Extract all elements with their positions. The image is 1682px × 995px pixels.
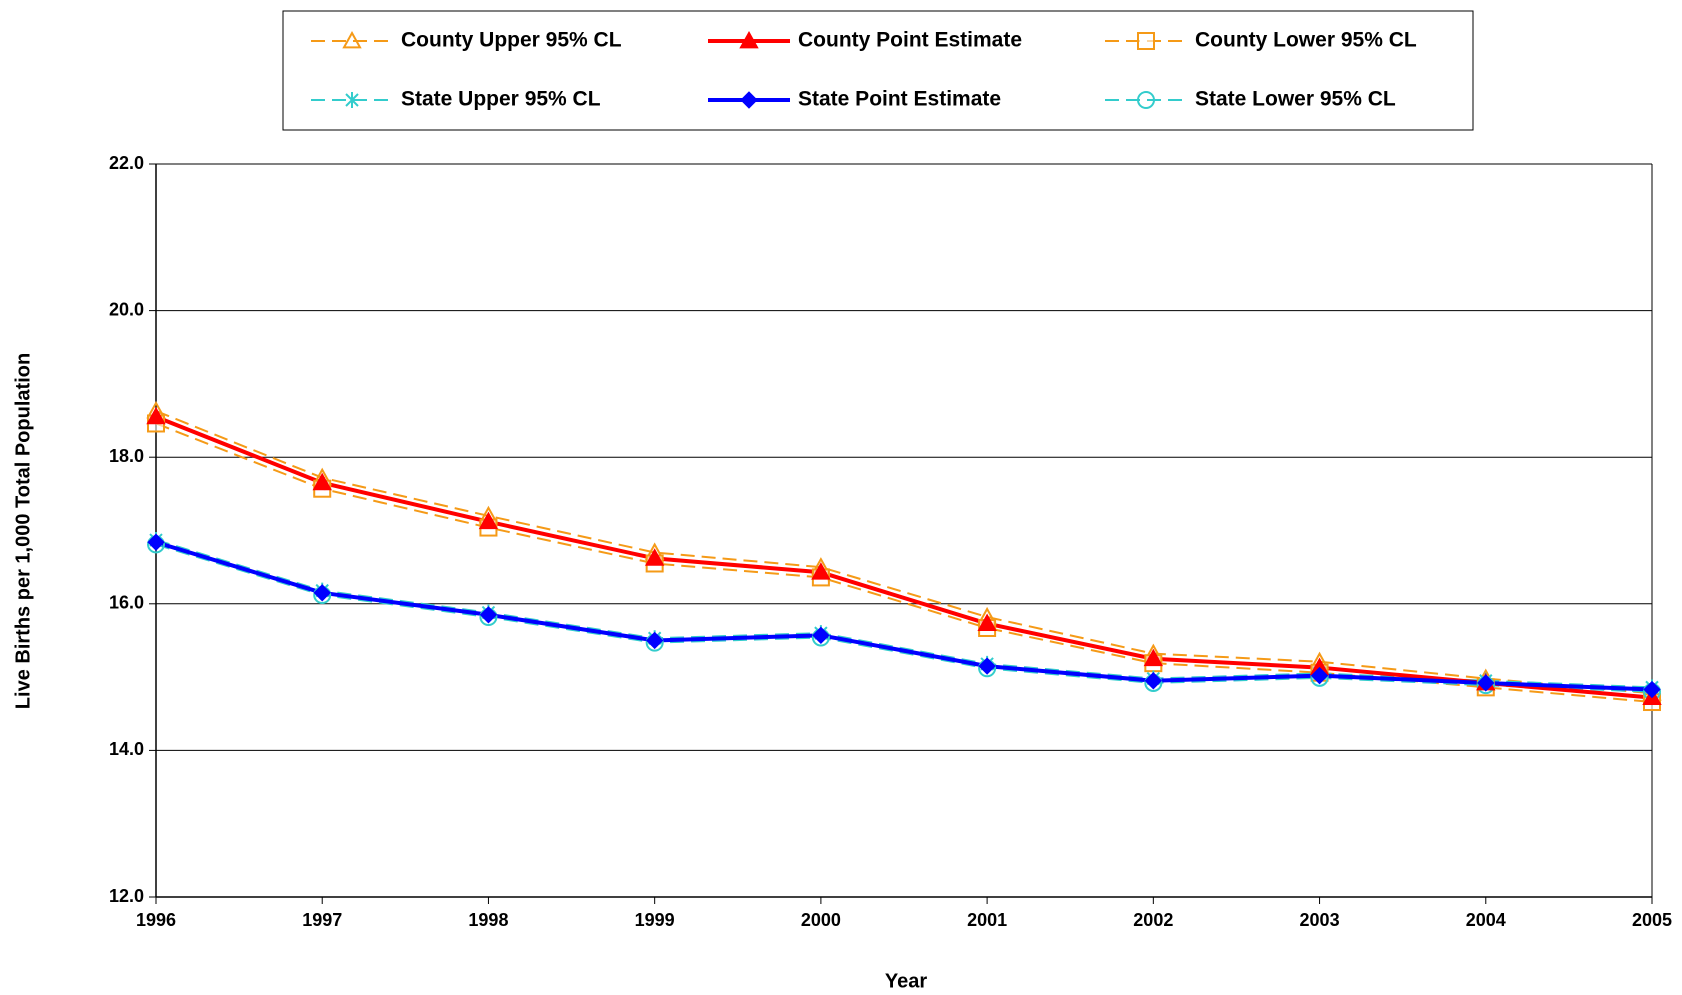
y-tick-label: 22.0 <box>109 153 144 173</box>
marker <box>146 406 166 425</box>
marker <box>1144 672 1163 690</box>
legend-label: County Lower 95% CL <box>1195 29 1417 52</box>
series-line <box>155 543 1653 693</box>
marker <box>312 472 332 491</box>
x-tick-label: 2002 <box>1133 910 1173 930</box>
legend-marker <box>345 92 359 108</box>
series-line <box>155 539 1653 689</box>
marker <box>978 657 996 675</box>
legend-label: County Point Estimate <box>798 29 1022 52</box>
x-tick-label: 1999 <box>635 910 675 930</box>
marker <box>1477 674 1495 692</box>
legend-marker <box>1137 91 1155 109</box>
legend-marker <box>342 30 362 49</box>
series-line <box>155 415 1653 700</box>
marker <box>644 548 665 566</box>
x-tick-label: 2005 <box>1632 910 1672 930</box>
marker <box>1310 666 1329 685</box>
y-axis-label: Live Births per 1,000 Total Population <box>12 353 34 709</box>
y-tick-label: 16.0 <box>109 593 144 613</box>
marker <box>147 533 165 551</box>
legend-label: State Lower 95% CL <box>1195 88 1396 111</box>
x-tick-label: 2004 <box>1466 910 1506 930</box>
series-line <box>155 410 1653 695</box>
marker <box>977 613 997 631</box>
legend-box <box>282 10 1474 131</box>
marker <box>478 511 499 530</box>
y-tick-label: 18.0 <box>109 446 144 466</box>
y-tick-label: 12.0 <box>109 886 144 906</box>
legend-marker <box>739 30 759 49</box>
y-tick-label: 20.0 <box>109 299 144 319</box>
marker <box>812 626 830 645</box>
x-tick-label: 2001 <box>967 910 1007 930</box>
x-tick-label: 1998 <box>468 910 508 930</box>
x-axis-label: Year <box>885 970 927 992</box>
legend-marker <box>1137 32 1155 50</box>
legend-label: State Point Estimate <box>798 88 1001 111</box>
x-tick-label: 2000 <box>801 910 841 930</box>
marker <box>1643 680 1661 699</box>
legend-marker <box>740 91 758 109</box>
marker <box>313 584 331 602</box>
marker <box>645 631 664 650</box>
marker <box>479 606 498 624</box>
x-tick-label: 2003 <box>1300 910 1340 930</box>
series-line <box>155 540 1653 692</box>
y-tick-label: 14.0 <box>109 739 144 759</box>
x-tick-label: 1996 <box>136 910 176 930</box>
x-tick-label: 1997 <box>302 910 342 930</box>
legend-label: County Upper 95% CL <box>401 29 622 52</box>
legend-label: State Upper 95% CL <box>401 88 601 111</box>
marker <box>1143 648 1164 667</box>
marker <box>811 562 831 580</box>
series-line <box>155 422 1653 704</box>
